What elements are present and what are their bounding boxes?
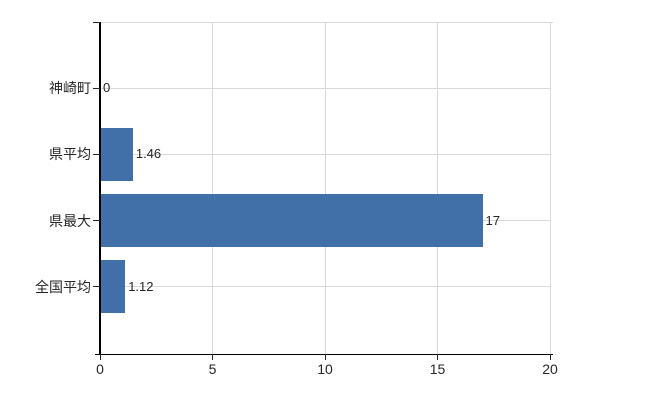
x-gridline [324,22,326,354]
x-axis-tick [437,354,438,360]
category-gridline [100,153,550,155]
y-axis-end-tick [93,21,100,23]
x-axis-line [95,353,553,355]
category-label: 県平均 [49,146,91,163]
y-axis-tick [93,153,100,155]
value-label: 1.46 [135,146,162,162]
x-gridline [549,22,551,354]
y-axis-tick [93,286,100,288]
value-label: 1.12 [128,278,154,294]
y-axis-tick [93,220,100,222]
category-gridline [100,87,550,89]
x-tick-label: 10 [317,361,333,377]
x-axis-tick [549,354,551,360]
bar [100,194,483,248]
value-label: 17 [485,212,500,228]
x-tick-label: 0 [96,361,104,377]
category-label: 県最大 [49,212,91,229]
category-label: 全国平均 [35,278,91,295]
x-gridline [437,22,438,354]
x-axis-tick [212,354,213,360]
x-tick-label: 5 [208,361,217,377]
x-axis-tick [99,354,101,360]
x-axis-tick [324,354,326,360]
category-label: 神崎町 [49,80,91,96]
category-gridline [100,286,550,288]
y-axis-line [99,22,101,354]
y-axis-tick [93,87,100,89]
bar [100,127,133,181]
x-tick-label: 15 [429,361,446,377]
x-gridline [212,22,213,354]
x-tick-label: 20 [542,361,558,377]
plot-top-border [100,22,553,23]
value-label: 0 [103,80,111,95]
bar [100,260,126,314]
